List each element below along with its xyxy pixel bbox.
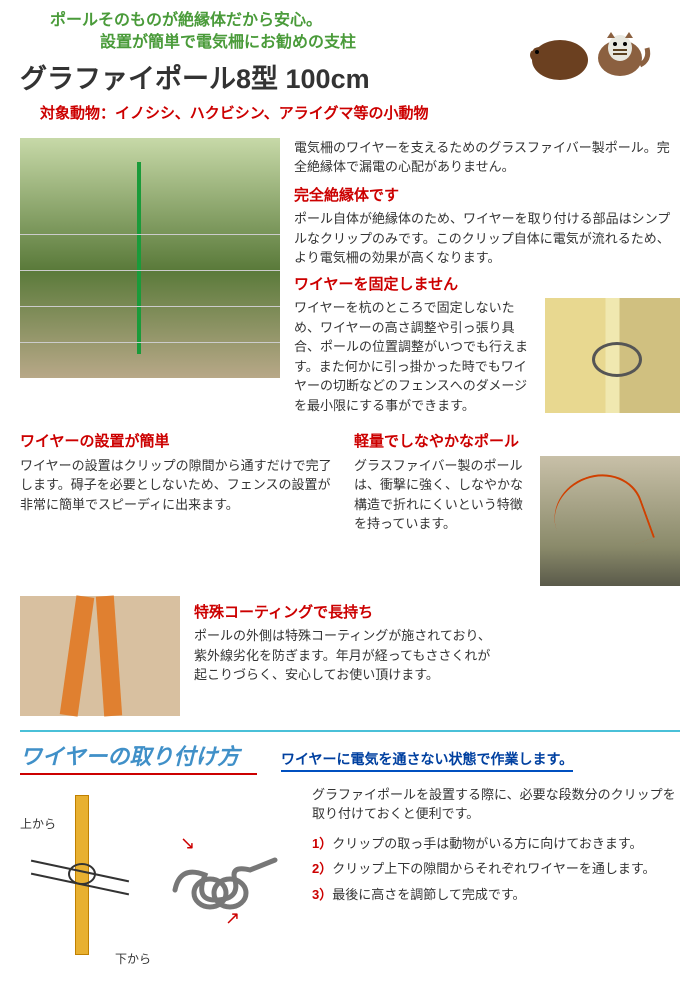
- install-intro: グラファイポールを設置する際に、必要な段数分のクリップを取り付けておくと便利です…: [312, 785, 680, 824]
- diagram-bottom-label: 下から: [115, 950, 151, 968]
- animal-illustrations: [525, 20, 655, 91]
- install-diagram: 上から 下から ↘ ↗: [20, 785, 300, 975]
- field-photo: [20, 138, 280, 378]
- target-animals: 対象動物：イノシシ、ハクビシン、アライグマ等の小動物: [20, 103, 680, 126]
- section-easy-body: ワイヤーの設置はクリップの隙間から通すだけで完了します。碍子を必要としないため、…: [20, 456, 340, 515]
- clip-photo: [545, 298, 680, 413]
- install-title: ワイヤーの取り付け方: [20, 740, 257, 775]
- step-2: 2）クリップ上下の隙間からそれぞれワイヤーを通します。: [312, 859, 680, 879]
- step-1: 1）クリップの取っ手は動物がいる方に向けておきます。: [312, 834, 680, 854]
- section-nofix-title: ワイヤーを固定しません: [294, 274, 680, 297]
- install-steps: 1）クリップの取っ手は動物がいる方に向けておきます。 2）クリップ上下の隙間から…: [312, 834, 680, 905]
- section-insulation-title: 完全絶縁体です: [294, 185, 680, 208]
- section-insulation-body: ポール自体が絶縁体のため、ワイヤーを取り付ける部品はシンプルなクリップのみです。…: [294, 209, 680, 268]
- section-light-title: 軽量でしなやかなポール: [354, 431, 680, 454]
- section-light-body: グラスファイバー製のポールは、衝撃に強く、しなやかな構造で折れにくいという特徴を…: [354, 456, 526, 586]
- section-coating-body: ポールの外側は特殊コーティングが施されており、紫外線劣化を防ぎます。年月が経って…: [194, 626, 494, 685]
- section-easy-title: ワイヤーの設置が簡単: [20, 431, 340, 454]
- coating-photo: [20, 596, 180, 716]
- section-nofix-body: ワイヤーを杭のところで固定しないため、ワイヤーの高さ調整や引っ張り具合、ポールの…: [294, 298, 531, 415]
- intro-text: 電気柵のワイヤーを支えるためのグラスファイバー製ポール。完全絶縁体で漏電の心配が…: [294, 138, 680, 177]
- install-warning: ワイヤーに電気を通さない状態で作業します。: [281, 749, 573, 772]
- flexible-photo: [540, 456, 680, 586]
- diagram-top-label: 上から: [20, 815, 56, 833]
- section-coating-title: 特殊コーティングで長持ち: [194, 602, 494, 625]
- step-3: 3）最後に高さを調節して完成です。: [312, 885, 680, 905]
- separator: [20, 730, 680, 732]
